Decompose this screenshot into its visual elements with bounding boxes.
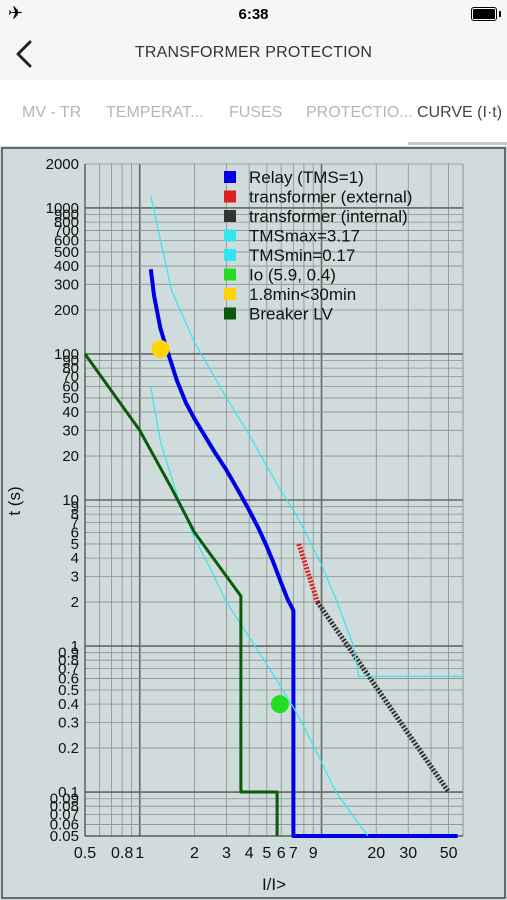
y-tick-label: 2	[71, 594, 79, 611]
back-button[interactable]	[10, 34, 40, 74]
series-line-tmsmax-3-17	[150, 196, 463, 677]
series-line-transformer-external	[296, 543, 320, 603]
y-tick-label: 500	[54, 244, 79, 261]
y-tick-label: 10	[62, 492, 79, 509]
y-tick-label: 700	[54, 223, 79, 240]
y-tick-label: 1	[71, 638, 79, 655]
y-tick-label: 50	[62, 390, 79, 407]
y-tick-label: 4	[71, 550, 79, 567]
legend-label-transformer-external: transformer (external)	[249, 188, 412, 207]
legend-swatch-relay-tms-1	[224, 171, 236, 183]
tab-curve[interactable]: CURVE (I·t)	[417, 104, 503, 121]
x-tick-label: 5	[262, 845, 271, 862]
y-tick-label: 3	[71, 568, 79, 585]
tab-bar: MV - TR TEMPERAT... FUSES PROTECTIO... C…	[0, 80, 507, 146]
curve-chart-panel: 0.5 0.8 1 2 3 4 5 6 7 9 20 30 50 0.05 0.06 0.07 0.08 0.09…	[0, 146, 507, 900]
point-1-8min-30min	[151, 340, 170, 359]
legend-label-transformer-internal: transformer (internal)	[249, 207, 408, 226]
y-tick-label: 6	[71, 524, 79, 541]
y-tick-label: 30	[62, 422, 79, 439]
y-tick-label: 60	[62, 378, 79, 395]
legend-label-breaker-lv: Breaker LV	[249, 305, 333, 324]
tab-protection[interactable]: PROTECTIO...	[306, 104, 413, 121]
legend-label-relay-tms-1: Relay (TMS=1)	[249, 168, 364, 187]
x-tick-label: 3	[222, 845, 231, 862]
y-tick-label: 300	[54, 276, 79, 293]
y-tick-label: 90	[62, 353, 79, 370]
tab-temperature[interactable]: TEMPERAT...	[106, 104, 204, 121]
chart-frame	[1, 147, 506, 899]
y-tick-label: 40	[62, 404, 79, 421]
status-time: 6:38	[238, 6, 269, 23]
y-tick-label: 0.06	[50, 816, 79, 833]
x-tick-label: 0.5	[74, 845, 96, 862]
y-tick-label: 2000	[46, 156, 79, 173]
y-tick-label: 7	[71, 515, 79, 532]
y-tick-label: 80	[62, 360, 79, 377]
legend-swatch-transformer-external	[224, 190, 236, 203]
battery-icon	[471, 7, 501, 21]
series-line-breaker-lv	[83, 353, 279, 836]
navigation-bar: TRANSFORMER PROTECTION	[0, 28, 507, 80]
active-tab-indicator	[408, 142, 507, 145]
y-tick-label: 900	[54, 207, 79, 224]
series-line-transformer-internal	[315, 600, 451, 794]
y-tick-label: 0.1	[58, 784, 79, 801]
x-tick-label: 6	[277, 845, 286, 862]
y-tick-label: 0.5	[58, 682, 79, 699]
y-tick-label: 20	[62, 448, 79, 465]
y-tick-label: 0.2	[58, 740, 79, 757]
legend-label-tmsmin-0-17: TMSmin=0.17	[249, 246, 355, 265]
y-tick-label: 8	[71, 506, 79, 523]
y-axis-label: t (s)	[5, 486, 24, 515]
tab-fuses[interactable]: FUSES	[229, 104, 283, 121]
page-title: TRANSFORMER PROTECTION	[134, 44, 373, 61]
legend-swatch-tmsmax-3-17	[224, 229, 236, 242]
legend-label-tmsmax-3-17: TMSmax=3.17	[249, 227, 360, 246]
x-tick-label: 20	[367, 845, 385, 862]
status-bar: ✈ 6:38	[0, 0, 507, 28]
y-tick-label: 0.4	[58, 696, 79, 713]
chevron-left-icon	[16, 40, 32, 68]
y-tick-label: 0.9	[58, 645, 79, 662]
y-tick-label: 0.6	[58, 670, 79, 687]
tab-mv-tr[interactable]: MV - TR	[22, 104, 82, 121]
airplane-icon: ✈	[8, 3, 24, 23]
y-tick-label: 0.08	[50, 798, 79, 815]
legend-label-io-5-9-0-4: Io (5.9, 0.4)	[249, 266, 336, 285]
x-tick-label: 2	[190, 845, 199, 862]
legend-swatch-1-8min-30min	[224, 288, 236, 300]
x-tick-label: 9	[309, 845, 318, 862]
y-tick-label: 70	[62, 369, 79, 386]
y-tick-label: 0.07	[50, 807, 79, 824]
legend-swatch-io-5-9-0-4	[224, 268, 236, 281]
y-tick-label: 0.09	[50, 791, 79, 808]
y-tick-label: 0.8	[58, 652, 79, 669]
y-tick-label: 400	[54, 258, 79, 275]
y-tick-label: 600	[54, 232, 79, 249]
chart-legend: Relay (TMS=1)transformer (external)trans…	[224, 168, 412, 324]
y-tick-label: 800	[54, 214, 79, 231]
x-tick-label: 1	[135, 845, 144, 862]
y-tick-label: 0.05	[50, 828, 79, 845]
legend-swatch-transformer-internal	[224, 210, 236, 222]
x-tick-label: 4	[245, 845, 254, 862]
x-tick-label: 30	[399, 845, 417, 862]
legend-swatch-breaker-lv	[224, 307, 236, 320]
y-tick-label: 100	[54, 346, 79, 363]
y-tick-label: 9	[71, 499, 79, 516]
x-axis-label: I/I>	[262, 875, 286, 894]
x-tick-label: 50	[440, 845, 458, 862]
y-tick-label: 5	[71, 536, 79, 553]
y-tick-label: 0.7	[58, 661, 79, 678]
curve-chart: 0.5 0.8 1 2 3 4 5 6 7 9 20 30 500.050.060.070.080.09…	[1, 147, 506, 899]
x-tick-label: 0.8	[111, 845, 133, 862]
legend-label-1-8min-30min: 1.8min<30min	[249, 285, 356, 304]
y-tick-label: 200	[54, 302, 79, 319]
legend-swatch-tmsmin-0-17	[224, 249, 236, 261]
y-tick-label: 1000	[46, 200, 79, 217]
x-tick-label: 7	[289, 845, 298, 862]
point-io-5-9-0-4	[270, 695, 289, 714]
y-tick-label: 0.3	[58, 714, 79, 731]
